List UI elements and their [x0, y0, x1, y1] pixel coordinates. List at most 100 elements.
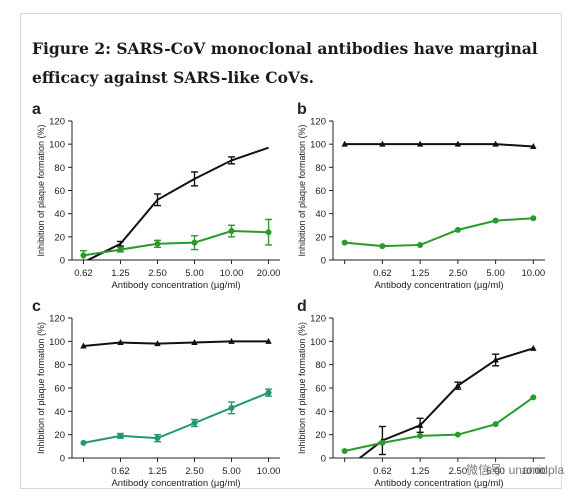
series-0 — [341, 344, 537, 472]
data-point — [117, 339, 124, 345]
data-point — [416, 421, 424, 428]
data-point — [454, 382, 462, 389]
x-tick-label: 10.00 — [521, 268, 545, 279]
data-point — [379, 140, 386, 147]
data-point — [341, 466, 347, 472]
panel-label: b — [297, 101, 307, 118]
data-point — [154, 435, 161, 442]
data-point — [265, 229, 272, 236]
data-point — [265, 337, 272, 344]
y-axis-title: Inhibition of plaque formation (%) — [36, 124, 46, 256]
data-point — [228, 228, 235, 235]
x-tick-label: 10.00 — [521, 466, 545, 477]
data-point — [417, 432, 424, 439]
y-tick-label: 40 — [315, 209, 326, 220]
y-tick-label: 20 — [54, 232, 65, 243]
x-tick-label: 0.62 — [111, 466, 130, 477]
series-line — [358, 347, 534, 458]
series-line — [344, 217, 534, 248]
data-point — [417, 241, 424, 248]
x-axis-title: Antibody concentration (µg/ml) — [374, 280, 503, 291]
x-axis-title: Antibody concentration (µg/ml) — [111, 478, 240, 489]
series-line — [344, 396, 534, 452]
data-point — [492, 421, 499, 428]
y-tick-label: 100 — [49, 140, 65, 151]
y-tick-label: 60 — [315, 186, 326, 197]
data-point — [191, 239, 198, 246]
y-tick-label: 0 — [60, 454, 65, 465]
x-tick-label: 0.62 — [74, 268, 93, 279]
y-tick-label: 80 — [315, 360, 326, 371]
y-tick-label: 100 — [310, 337, 326, 348]
data-point — [191, 339, 198, 345]
y-tick-label: 120 — [310, 314, 326, 325]
x-tick-label: 10.00 — [220, 268, 244, 279]
x-tick-label: 5.00 — [185, 268, 204, 279]
chart-panel-b: b 0 20 40 60 80 100 120 0.62 1.25 2.50 5.00 10.00 Ant… — [297, 101, 545, 291]
y-tick-label: 80 — [54, 163, 65, 174]
x-tick-label: 1.25 — [148, 466, 167, 477]
panel-label: c — [32, 298, 41, 315]
series-line — [83, 230, 269, 257]
data-point — [191, 420, 198, 426]
x-tick-label: 0.62 — [373, 268, 392, 279]
x-axis-title: Antibody concentration (µg/ml) — [374, 478, 503, 489]
chart-panel-d: d 0 20 40 60 80 100 120 0.62 1.25 2.50 5.00 10.00 Ant… — [297, 298, 545, 489]
data-point — [341, 448, 348, 454]
x-tick-label: 2.50 — [148, 268, 167, 279]
x-tick-label: 0.62 — [373, 466, 392, 477]
y-tick-label: 0 — [321, 256, 326, 267]
data-point — [454, 140, 462, 147]
series-line — [344, 143, 534, 148]
y-tick-label: 100 — [310, 140, 326, 151]
data-point — [80, 342, 87, 349]
x-axis-title: Antibody concentration (µg/ml) — [111, 280, 240, 291]
data-point — [154, 340, 161, 347]
y-tick-label: 120 — [49, 314, 65, 325]
data-point — [492, 356, 499, 363]
data-point — [530, 142, 537, 149]
data-point — [341, 239, 348, 246]
y-tick-label: 120 — [310, 117, 326, 128]
data-point — [492, 217, 499, 224]
y-tick-label: 0 — [321, 454, 326, 465]
data-point — [454, 226, 461, 233]
data-point — [341, 140, 348, 147]
chart-panel-c: c 0 20 40 60 80 100 120 0.62 1.25 2.50 5.00 10.00 Ant… — [32, 298, 280, 489]
series-line — [83, 391, 269, 444]
panel-label: d — [297, 298, 307, 315]
data-point — [228, 337, 235, 344]
data-point — [379, 243, 386, 250]
series-0 — [341, 140, 537, 149]
x-tick-label: 10.00 — [257, 466, 281, 477]
watermark-text: 微信号: unamidpla — [465, 463, 564, 477]
data-point — [228, 404, 235, 411]
x-tick-label: 1.25 — [411, 466, 430, 477]
y-tick-label: 40 — [54, 407, 65, 418]
panel-label: a — [32, 101, 41, 118]
y-tick-label: 40 — [54, 209, 65, 220]
y-axis-title: Inhibition of plaque formation (%) — [36, 322, 46, 454]
x-tick-label: 2.50 — [185, 466, 204, 477]
figure-title: Figure 2: SARS-CoV monoclonal antibodies… — [32, 39, 538, 87]
data-point — [379, 439, 386, 446]
series-0 — [80, 337, 272, 349]
y-tick-label: 60 — [54, 186, 65, 197]
data-point — [117, 246, 124, 253]
x-tick-label: 20.00 — [257, 268, 281, 279]
y-tick-label: 60 — [54, 384, 65, 395]
data-point — [530, 344, 537, 351]
y-tick-label: 120 — [49, 117, 65, 128]
series-0 — [85, 146, 269, 260]
y-tick-label: 60 — [315, 384, 326, 395]
data-point — [530, 215, 537, 222]
y-tick-label: 20 — [315, 232, 326, 243]
y-tick-label: 80 — [54, 360, 65, 371]
series-1 — [80, 388, 273, 446]
series-line — [83, 340, 269, 347]
data-point — [154, 240, 161, 247]
x-tick-label: 2.50 — [449, 466, 468, 477]
x-tick-label: 5.00 — [486, 466, 505, 477]
data-point — [265, 389, 272, 396]
